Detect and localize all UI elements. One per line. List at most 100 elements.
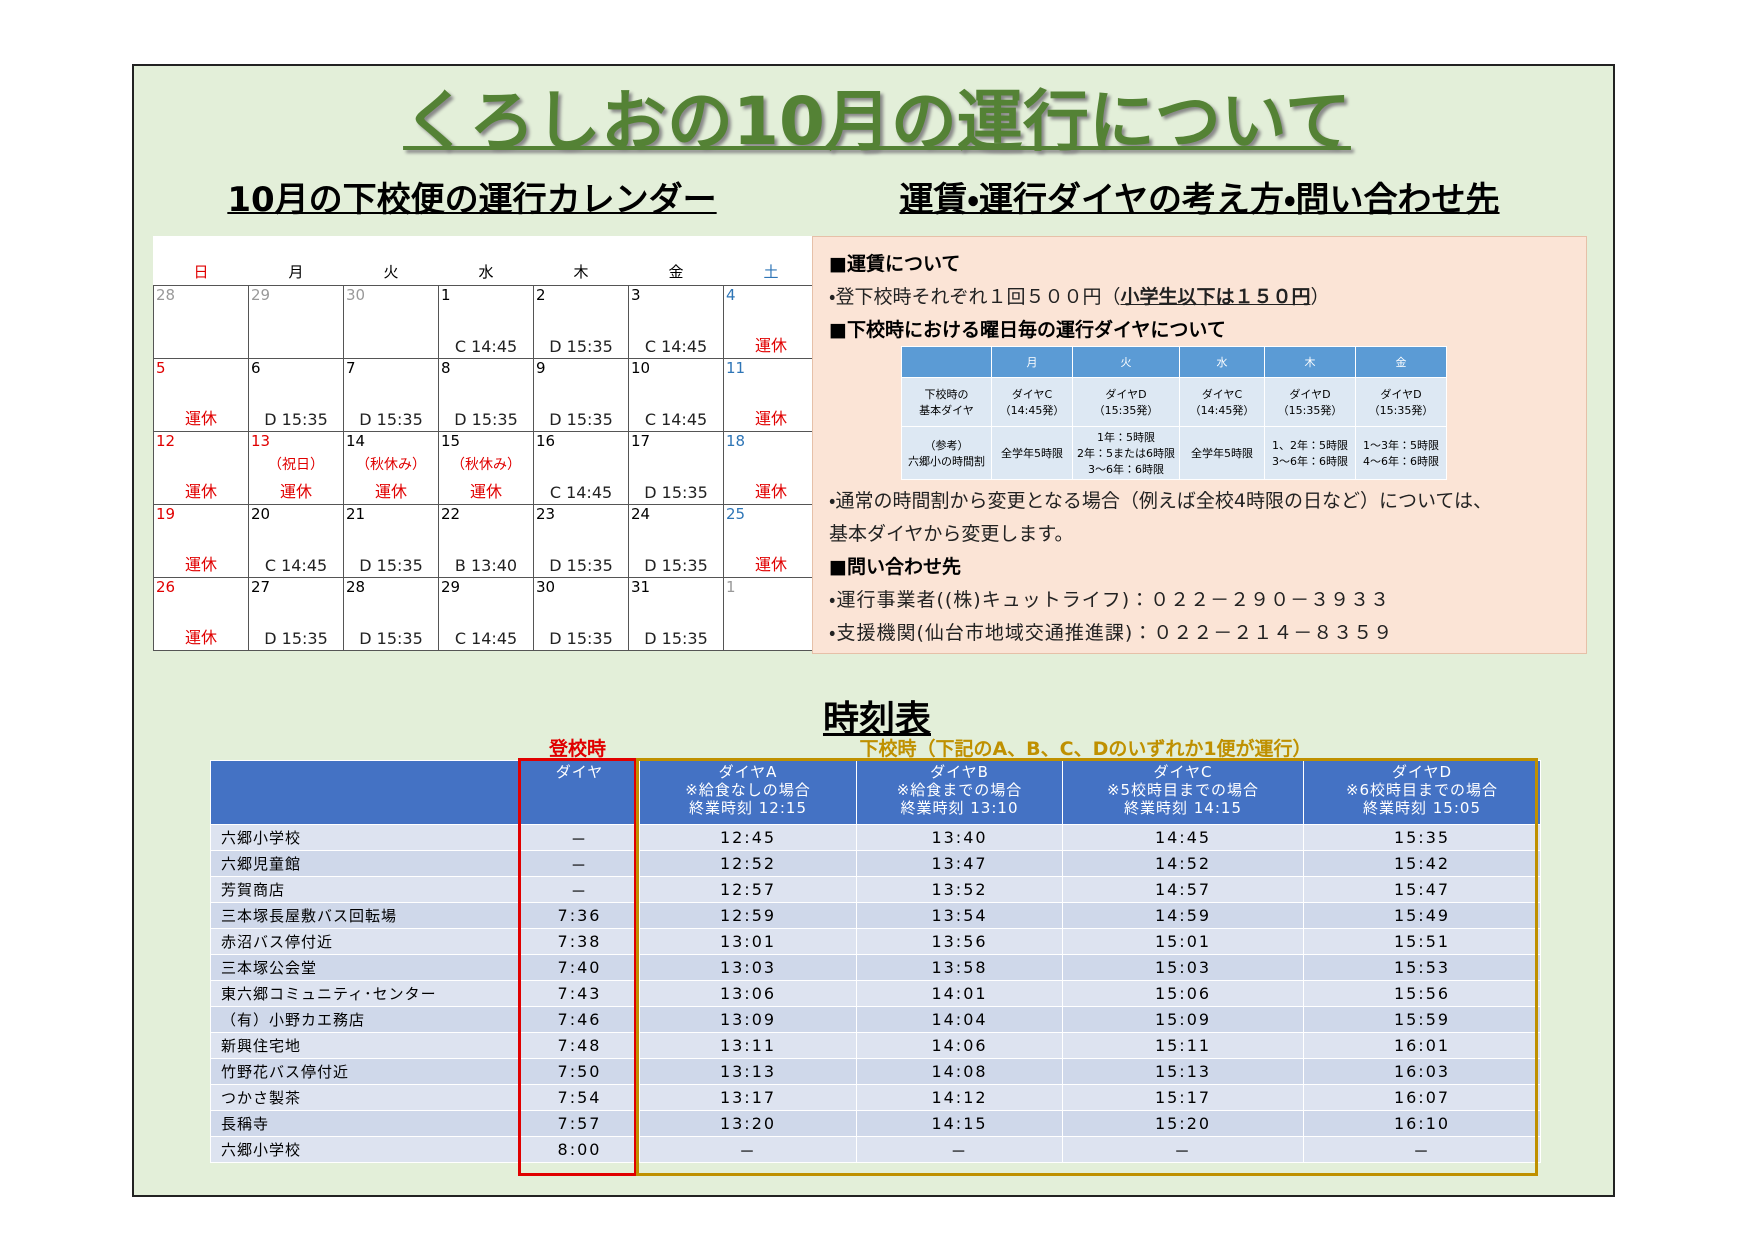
service: D 15:35 xyxy=(454,410,518,429)
day-cell: 5 運休 xyxy=(153,358,249,432)
day-cell: 19 運休 xyxy=(153,504,249,578)
time: 13:40 xyxy=(856,824,1063,851)
time: 15:09 xyxy=(1062,1006,1304,1033)
schedule-cell: ダイヤD （15:35発） xyxy=(1264,377,1356,427)
timetable-row: 新興住宅地 7:48 13:11 14:06 15:11 16:01 xyxy=(210,1032,1541,1059)
service: 運休 xyxy=(184,482,217,501)
time: 15:13 xyxy=(1062,1058,1304,1085)
day-number: 19 xyxy=(156,505,176,523)
day-cell: 8 D 15:35 xyxy=(438,358,534,432)
time: 13:52 xyxy=(856,876,1063,903)
time: 7:54 xyxy=(519,1084,640,1111)
schedule-cell: 1、2年：5時限 3～6年：6時限 xyxy=(1264,426,1356,480)
fare-text: ・登下校時それぞれ１回５００円（小学生以下は１５０円） xyxy=(829,282,1570,309)
day-number: 31 xyxy=(631,578,651,596)
stop-name: （有）小野カエ務店 xyxy=(210,1006,520,1033)
time: 15:51 xyxy=(1303,928,1541,955)
fare-part: ・登下校時それぞれ１回５００円（ xyxy=(829,286,1121,308)
day-number: 18 xyxy=(726,432,746,450)
day-number: 13 xyxy=(251,432,271,450)
day-cell: 9 D 15:35 xyxy=(533,358,629,432)
schedule-day: 木 xyxy=(1264,346,1356,378)
day-number: 29 xyxy=(251,286,271,304)
time: － xyxy=(1303,1136,1541,1163)
stop-name: 東六郷コミュニティ･センター xyxy=(210,980,520,1007)
timetable-row: 芳賀商店－ 12:57 13:52 14:57 15:47 xyxy=(210,876,1541,903)
time: 14:59 xyxy=(1062,902,1304,929)
day-cell: 21 D 15:35 xyxy=(343,504,439,578)
time: － xyxy=(1062,1136,1304,1163)
schedule-cell: 全学年5時限 xyxy=(991,426,1073,480)
service: 運休 xyxy=(279,482,312,501)
column-header: ダイヤ xyxy=(519,760,640,825)
time: 15:49 xyxy=(1303,902,1541,929)
service: D 15:35 xyxy=(359,629,423,648)
day-cell: 16 C 14:45 xyxy=(533,431,629,505)
day-cell: 15 （秋休み） 運休 xyxy=(438,431,534,505)
column-header: ダイヤA ※給食なしの場合 終業時刻 12:15 xyxy=(639,760,857,825)
day-number: 23 xyxy=(536,505,556,523)
service: D 15:35 xyxy=(359,556,423,575)
day-cell: 10 C 14:45 xyxy=(628,358,724,432)
day-number: 28 xyxy=(346,578,366,596)
day-number: 15 xyxy=(441,432,461,450)
stop-name: 六郷小学校 xyxy=(210,1136,520,1163)
time: 7:57 xyxy=(519,1110,640,1137)
day-number: 21 xyxy=(346,505,366,523)
day-number: 30 xyxy=(346,286,366,304)
calendar: 日月火水木金土 28 29 30 1 C 14:45 2 D 15:35 3 C 14:45 4 運休… xyxy=(153,236,819,651)
schedule-row: （参考） 六郷小の時間割 全学年5時限 1年：5時限 2年：5または6時限 3～6年… xyxy=(901,426,1447,480)
info-panel: ■運賃について ・登下校時それぞれ１回５００円（小学生以下は１５０円） ■下校時にお… xyxy=(812,236,1587,654)
corner xyxy=(210,760,520,825)
timetable-row: 三本塚長屋敷バス回転場 7:36 12:59 13:54 14:59 15:49 xyxy=(210,902,1541,929)
schedule-day: 金 xyxy=(1355,346,1447,378)
week: 28 29 30 1 C 14:45 2 D 15:35 3 C 14:45 4 運休 xyxy=(153,285,819,359)
fare-part: 小学生以下は１５０円 xyxy=(1120,286,1311,308)
day-number: 17 xyxy=(631,432,651,450)
week: 5 運休 6 D 15:35 7 D 15:35 8 D 15:35 9 D 15:35 10 C 1… xyxy=(153,358,819,432)
timetable-row: 六郷小学校 8:00 －－－－ xyxy=(210,1136,1541,1163)
time: 15:59 xyxy=(1303,1006,1541,1033)
timetable-row: つかさ製茶 7:54 13:17 14:12 15:17 16:07 xyxy=(210,1084,1541,1111)
day-number: 27 xyxy=(251,578,271,596)
service: D 15:35 xyxy=(644,629,708,648)
day-number: 3 xyxy=(631,286,641,304)
schedule-cell: ダイヤD （15:35発） xyxy=(1072,377,1180,427)
day-number: 9 xyxy=(536,359,546,377)
time: 12:45 xyxy=(639,824,857,851)
time: 16:01 xyxy=(1303,1032,1541,1059)
day-number: 8 xyxy=(441,359,451,377)
timetable-row: 三本塚公会堂 7:40 13:03 13:58 15:03 15:53 xyxy=(210,954,1541,981)
weekday: 月 xyxy=(248,236,344,286)
schedule-cell: 1～3年：5時限 4～6年：6時限 xyxy=(1355,426,1447,480)
schedule-day: 月 xyxy=(991,346,1073,378)
timetable: ダイヤ ダイヤA ※給食なしの場合 終業時刻 12:15 ダイヤB ※給食までの場合… xyxy=(210,760,1541,1163)
day-number: 1 xyxy=(441,286,451,304)
time: 13:01 xyxy=(639,928,857,955)
fare-heading: ■運賃について xyxy=(829,253,961,275)
day-cell: 20 C 14:45 xyxy=(248,504,344,578)
day-number: 12 xyxy=(156,432,176,450)
day-number: 30 xyxy=(536,578,556,596)
day-number: 24 xyxy=(631,505,651,523)
timetable-header: ダイヤ ダイヤA ※給食なしの場合 終業時刻 12:15 ダイヤB ※給食までの場合… xyxy=(210,760,1541,825)
stop-name: 赤沼バス停付近 xyxy=(210,928,520,955)
schedule-row: 下校時の 基本ダイヤ ダイヤC （14:45発） ダイヤD （15:35発） ダイヤC… xyxy=(901,377,1447,427)
service: 運休 xyxy=(469,482,502,501)
time: 13:17 xyxy=(639,1084,857,1111)
schedule-header: 月火水木金 xyxy=(901,346,1447,378)
weekday: 土 xyxy=(723,236,819,286)
service: 運休 xyxy=(184,628,217,647)
schedule-day: 水 xyxy=(1179,346,1265,378)
note-line: ・通常の時間割から変更となる場合（例えば全校4時限の日など）については、 xyxy=(829,490,1493,512)
day-cell: 14 （秋休み） 運休 xyxy=(343,431,439,505)
time: 16:07 xyxy=(1303,1084,1541,1111)
day-cell: 28 D 15:35 xyxy=(343,577,439,651)
fare-part: ） xyxy=(1310,286,1330,308)
day-number: 2 xyxy=(536,286,546,304)
day-number: 6 xyxy=(251,359,261,377)
stop-name: 三本塚長屋敷バス回転場 xyxy=(210,902,520,929)
service: D 15:35 xyxy=(549,556,613,575)
day-number: 4 xyxy=(726,286,736,304)
